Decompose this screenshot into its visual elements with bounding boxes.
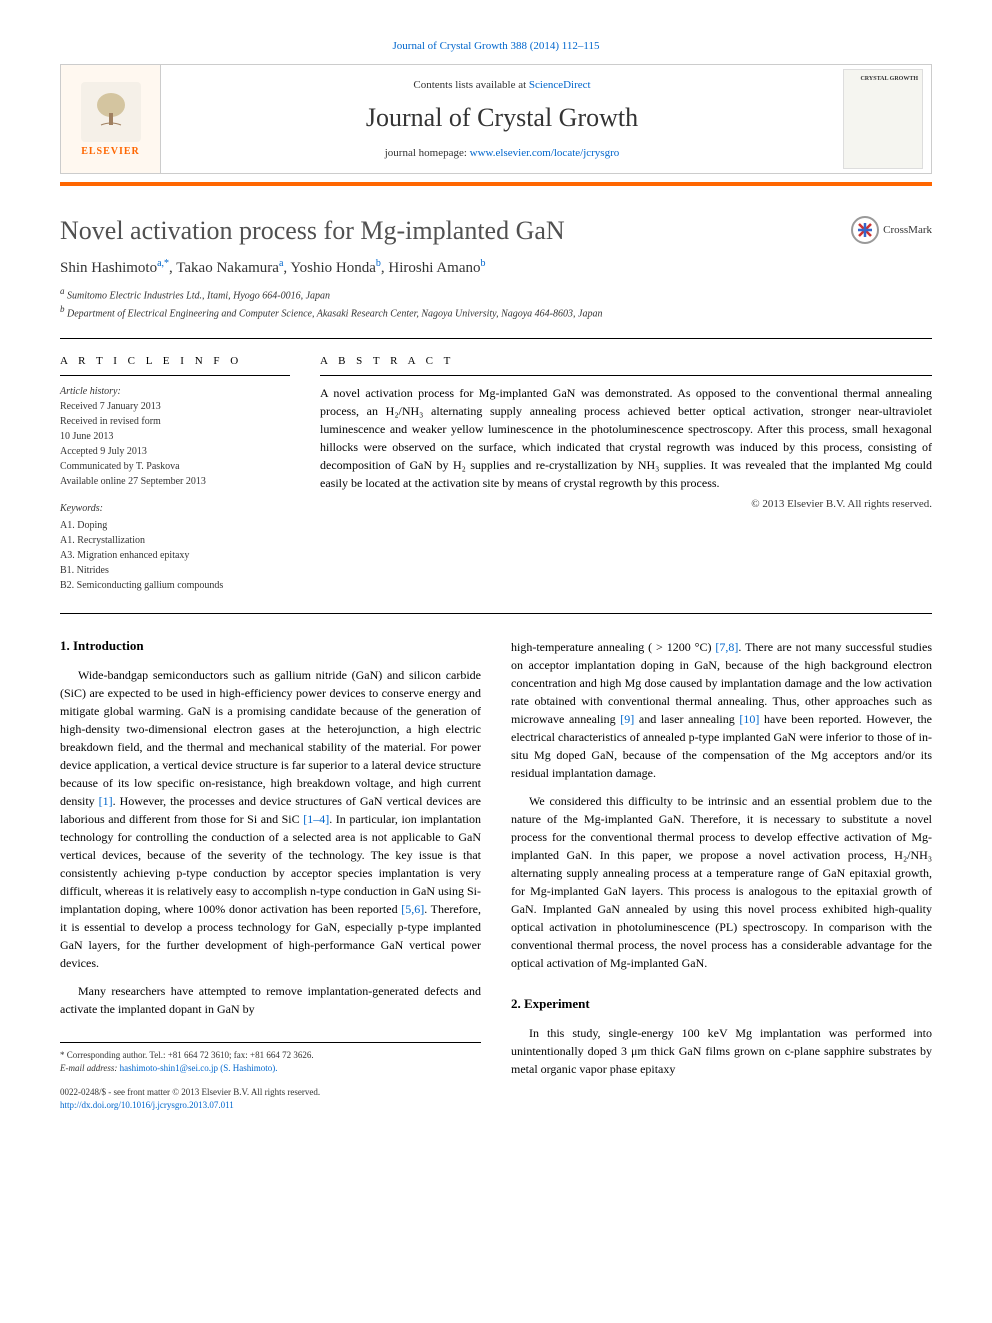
top-citation[interactable]: Journal of Crystal Growth 388 (2014) 112… [60,40,932,52]
article-info-column: A R T I C L E I N F O Article history: R… [60,355,290,593]
accepted-date: Accepted 9 July 2013 [60,446,147,457]
keyword-2: A1. Recrystallization [60,533,290,548]
article-history: Article history: Received 7 January 2013… [60,375,290,489]
contents-line: Contents lists available at ScienceDirec… [171,79,833,91]
divider [60,338,932,339]
sciencedirect-link[interactable]: ScienceDirect [529,79,591,91]
ref-5-6[interactable]: [5,6] [401,902,424,916]
keyword-3: A3. Migration enhanced epitaxy [60,548,290,563]
ref-9[interactable]: [9] [620,712,634,726]
orange-bar [60,182,932,186]
article-info-label: A R T I C L E I N F O [60,355,290,367]
history-label: Article history: [60,386,121,397]
body-col-left: 1. Introduction Wide-bandgap semiconduct… [60,638,481,1113]
intro-p2: Many researchers have attempted to remov… [60,982,481,1018]
ref-7-8[interactable]: [7,8] [715,640,738,654]
affiliation-a: a a Sumitomo Electric Industries Ltd., I… [60,285,932,303]
author-1-aff[interactable]: a, [157,258,164,269]
affiliations: a a Sumitomo Electric Industries Ltd., I… [60,285,932,322]
issn-line: 0022-0248/$ - see front matter © 2013 El… [60,1086,481,1100]
abstract-copyright: © 2013 Elsevier B.V. All rights reserved… [320,498,932,510]
footer-block: * Corresponding author. Tel.: +81 664 72… [60,1042,481,1113]
doi-link[interactable]: http://dx.doi.org/10.1016/j.jcrysgro.201… [60,1100,234,1110]
section-1-heading: 1. Introduction [60,638,481,654]
author-2: , Takao Nakamura [169,260,279,276]
author-1: Shin Hashimoto [60,260,157,276]
crossmark-label: CrossMark [883,224,932,236]
ref-10[interactable]: [10] [739,712,759,726]
elsevier-text: ELSEVIER [81,146,140,157]
author-4-aff[interactable]: b [481,258,486,269]
journal-title: Journal of Crystal Growth [171,103,833,133]
elsevier-tree-icon [81,82,141,142]
section-2-heading: 2. Experiment [511,996,932,1012]
homepage-line: journal homepage: www.elsevier.com/locat… [171,147,833,159]
corresponding-author: * Corresponding author. Tel.: +81 664 72… [60,1049,481,1063]
contents-prefix: Contents lists available at [413,79,528,91]
received-date: Received 7 January 2013 [60,401,161,412]
communicated-by: Communicated by T. Paskova [60,461,180,472]
homepage-link[interactable]: www.elsevier.com/locate/jcrysgro [470,147,620,159]
abstract-column: A B S T R A C T A novel activation proce… [320,355,932,593]
cover-text: CRYSTAL GROWTH [848,76,918,82]
experiment-p1: In this study, single-energy 100 keV Mg … [511,1024,932,1078]
abstract-text: A novel activation process for Mg-implan… [320,384,932,492]
authors-line: Shin Hashimotoa,*, Takao Nakamuraa, Yosh… [60,258,932,277]
email-link[interactable]: hashimoto-shin1@sei.co.jp (S. Hashimoto)… [120,1063,278,1073]
affiliation-b: b Department of Electrical Engineering a… [60,303,932,321]
homepage-prefix: journal homepage: [385,147,470,159]
intro-p1: Wide-bandgap semiconductors such as gall… [60,666,481,972]
body-col-right: high-temperature annealing ( > 1200 °C) … [511,638,932,1113]
email-label: E-mail address: [60,1063,120,1073]
journal-header: ELSEVIER Contents lists available at Sci… [60,64,932,174]
elsevier-logo[interactable]: ELSEVIER [61,65,161,173]
keyword-5: B2. Semiconducting gallium compounds [60,578,290,593]
divider-body [60,613,932,614]
ref-1[interactable]: [1] [99,794,113,808]
crossmark-icon [851,216,879,244]
header-center: Contents lists available at ScienceDirec… [161,69,843,169]
journal-cover[interactable]: CRYSTAL GROWTH [843,69,923,169]
article-title: Novel activation process for Mg-implante… [60,216,851,246]
author-3: , Yoshio Honda [283,260,376,276]
author-4: , Hiroshi Amano [381,260,481,276]
keywords-block: Keywords: A1. Doping A1. Recrystallizati… [60,501,290,593]
keyword-1: A1. Doping [60,518,290,533]
crossmark-badge[interactable]: CrossMark [851,216,932,244]
ref-1-4[interactable]: [1–4] [303,812,329,826]
keyword-4: B1. Nitrides [60,563,290,578]
revised-label: Received in revised form [60,416,161,427]
col2-p1: high-temperature annealing ( > 1200 °C) … [511,638,932,782]
abstract-label: A B S T R A C T [320,355,932,367]
online-date: Available online 27 September 2013 [60,476,206,487]
body-columns: 1. Introduction Wide-bandgap semiconduct… [60,638,932,1113]
keywords-label: Keywords: [60,501,290,516]
revised-date: 10 June 2013 [60,431,113,442]
col2-p2: We considered this difficulty to be intr… [511,792,932,972]
